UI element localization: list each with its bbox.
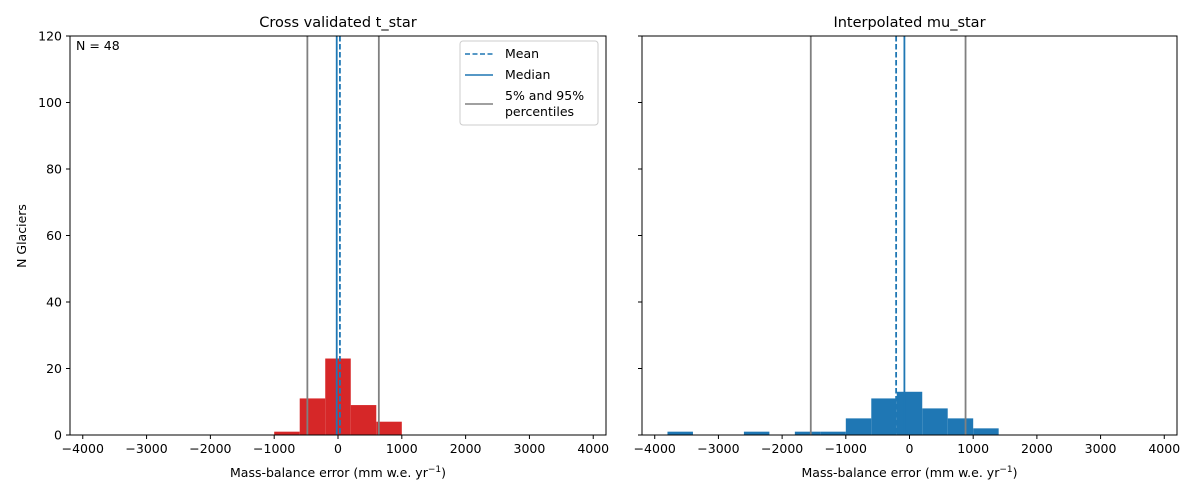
chart-panel-right: Interpolated mu_star Mass-balance error … xyxy=(634,15,1181,480)
histogram-bar xyxy=(299,398,326,435)
y-tick-label: 120 xyxy=(38,29,62,44)
histogram-bar xyxy=(743,431,770,435)
x-tick-label: −2000 xyxy=(189,441,231,456)
x-tick-label: 3000 xyxy=(1085,441,1117,456)
histogram-bar xyxy=(325,358,351,435)
histogram-bar xyxy=(667,431,693,435)
legend-median-label: Median xyxy=(505,67,550,82)
x-axis-label-left: Mass-balance error (mm w.e. yr−1) xyxy=(230,465,446,480)
legend: Mean Median 5% and 95% percentiles xyxy=(459,40,599,126)
legend-percentile-label: 5% and 95% percentiles xyxy=(505,88,584,119)
histogram-bar xyxy=(973,428,999,435)
x-axis-label-sup: −1 xyxy=(999,465,1012,475)
x-tick-label: 3000 xyxy=(514,441,546,456)
chart-panel-left: Cross validated t_star N Glaciers Mass-b… xyxy=(14,15,609,480)
x-tick-label: 4000 xyxy=(1148,441,1180,456)
x-tick-label: 4000 xyxy=(577,441,609,456)
x-tick-label: 0 xyxy=(334,441,342,456)
histogram-bar xyxy=(376,421,402,435)
y-tick-label: 100 xyxy=(38,95,62,110)
y-axis-label: N Glaciers xyxy=(14,204,29,268)
legend-mean-label: Mean xyxy=(505,46,539,61)
histogram-bar xyxy=(947,418,974,435)
histogram-bar xyxy=(871,398,897,435)
x-tick-label: 1000 xyxy=(386,441,418,456)
x-tick-label: 0 xyxy=(906,441,914,456)
x-tick-label: −3000 xyxy=(697,441,739,456)
histogram-bar xyxy=(845,418,872,435)
x-tick-label: 2000 xyxy=(450,441,482,456)
x-tick-label: −1000 xyxy=(253,441,295,456)
x-tick-label: 2000 xyxy=(1021,441,1053,456)
y-tick-label: 0 xyxy=(54,428,62,443)
x-tick-label: −4000 xyxy=(62,441,104,456)
x-tick-label: −4000 xyxy=(634,441,676,456)
histogram-bar xyxy=(922,408,948,435)
x-tick-label: 1000 xyxy=(957,441,989,456)
axes-frame xyxy=(641,35,1178,436)
x-tick-label: −2000 xyxy=(761,441,803,456)
histogram-bar xyxy=(274,431,300,435)
y-tick-label: 40 xyxy=(46,295,62,310)
y-tick-label: 60 xyxy=(46,228,62,243)
chart-title-left: Cross validated t_star xyxy=(259,15,416,31)
legend-frame xyxy=(459,40,599,126)
y-tick-label: 20 xyxy=(46,361,62,376)
x-axis-label-right: Mass-balance error (mm w.e. yr−1) xyxy=(802,465,1018,480)
y-tick-label: 80 xyxy=(46,162,62,177)
histogram-bar xyxy=(896,391,923,435)
x-axis-label-sup: −1 xyxy=(428,465,441,475)
count-annotation: N = 48 xyxy=(76,38,120,53)
histogram-bar xyxy=(794,431,821,435)
histogram-bar xyxy=(820,431,846,435)
x-tick-label: −1000 xyxy=(825,441,867,456)
histogram-bar xyxy=(350,405,377,435)
x-tick-label: −3000 xyxy=(125,441,167,456)
chart-title-right: Interpolated mu_star xyxy=(833,15,985,31)
